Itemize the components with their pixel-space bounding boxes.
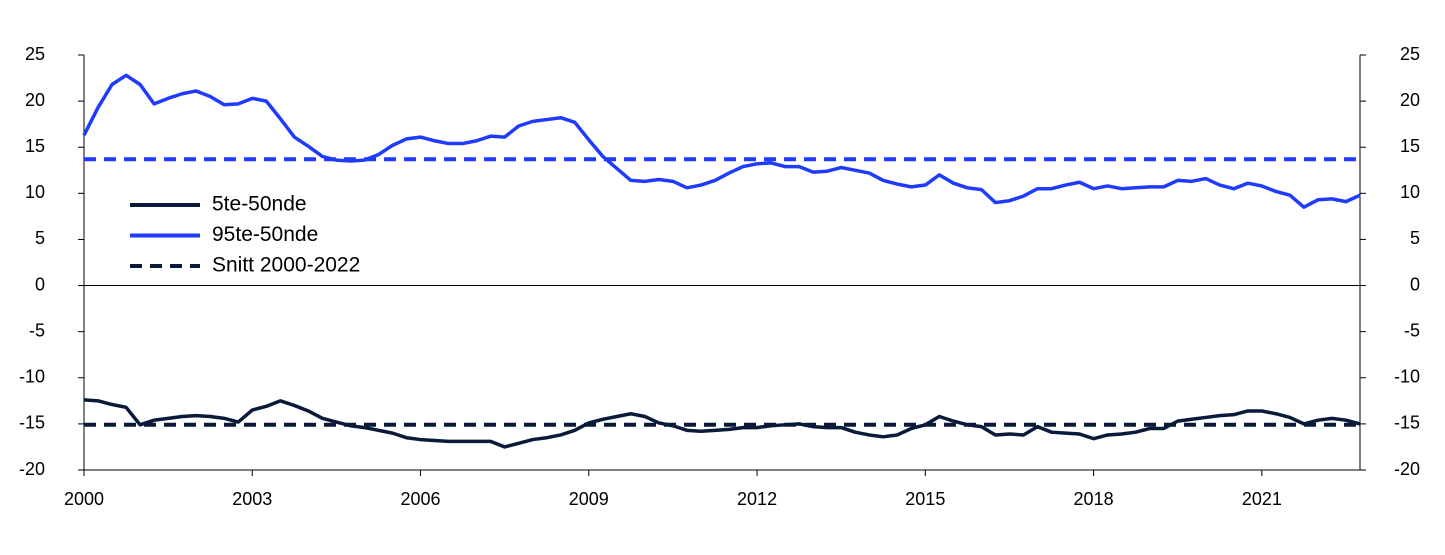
y-tick-label: -10	[19, 367, 45, 387]
y-tick-label: -15	[19, 413, 45, 433]
x-tick-label: 2021	[1242, 489, 1282, 509]
y2-tick-label: -20	[1394, 459, 1420, 479]
y-tick-label: 5	[35, 228, 45, 248]
y2-tick-label: 0	[1410, 274, 1420, 294]
series-line	[83, 398, 1361, 449]
x-tick-label: 2015	[905, 489, 945, 509]
x-tick-label: 2000	[64, 489, 104, 509]
x-tick-label: 2006	[401, 489, 441, 509]
x-tick-label: 2009	[569, 489, 609, 509]
legend-label: 5te-50nde	[212, 193, 307, 216]
y-tick-label: 15	[25, 136, 45, 156]
y2-tick-label: 5	[1410, 228, 1420, 248]
y2-tick-label: 10	[1400, 182, 1420, 202]
y2-tick-label: -5	[1404, 320, 1420, 340]
series-line	[82, 73, 1361, 209]
y-tick-label: -5	[29, 320, 45, 340]
x-tick-label: 2018	[1074, 489, 1114, 509]
y-tick-label: 10	[25, 182, 45, 202]
y2-tick-label: -15	[1394, 413, 1420, 433]
y2-tick-label: 15	[1400, 136, 1420, 156]
y-tick-label: 25	[25, 44, 45, 64]
y2-tick-label: -10	[1394, 367, 1420, 387]
y2-tick-label: 25	[1400, 44, 1420, 64]
y2-tick-label: 20	[1400, 90, 1420, 110]
y-tick-label: -20	[19, 459, 45, 479]
legend-label: 95te-50nde	[212, 223, 318, 246]
legend-label: Snitt 2000-2022	[212, 254, 360, 277]
x-tick-label: 2012	[737, 489, 777, 509]
y-tick-label: 0	[35, 274, 45, 294]
y-tick-label: 20	[25, 90, 45, 110]
x-tick-label: 2003	[232, 489, 272, 509]
